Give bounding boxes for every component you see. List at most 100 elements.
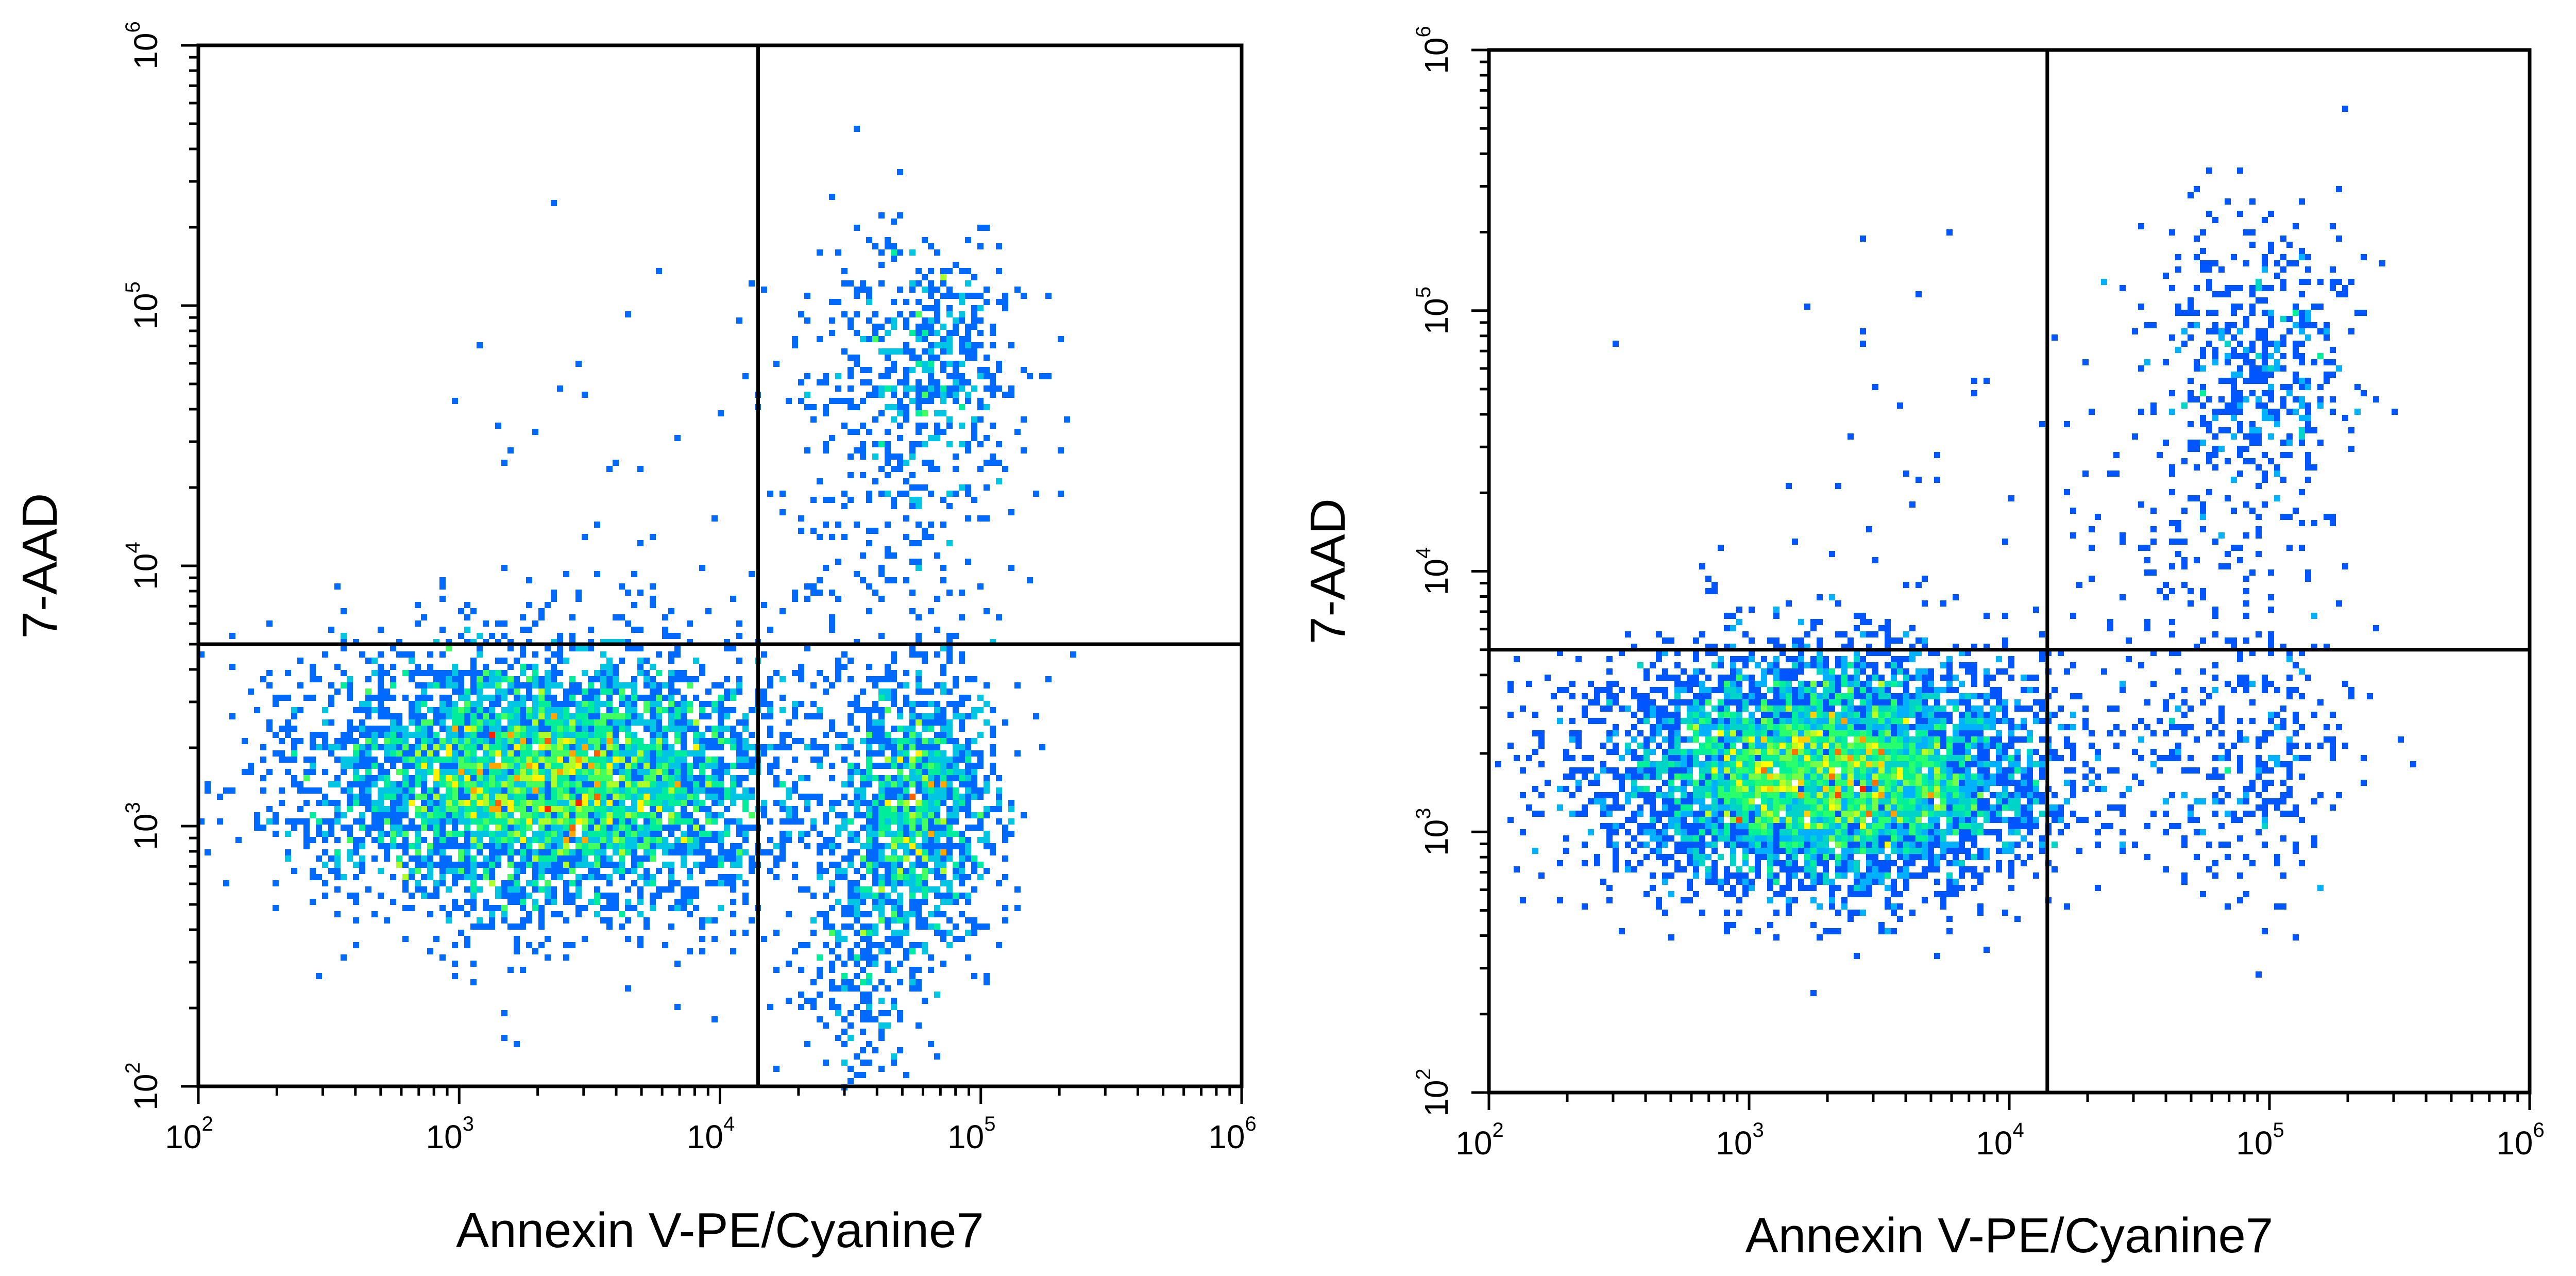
- event-dot: [551, 670, 557, 676]
- event-dot: [452, 800, 458, 806]
- event-dot: [693, 750, 699, 757]
- event-dot: [773, 800, 779, 806]
- event-dot: [934, 744, 940, 750]
- event-dot: [903, 757, 909, 763]
- event-dot: [297, 787, 303, 794]
- event-dot: [563, 893, 569, 899]
- event-dot: [804, 843, 810, 849]
- event-dot: [2262, 681, 2268, 687]
- event-dot: [501, 911, 507, 917]
- event-dot: [273, 831, 279, 837]
- event-dot: [1798, 637, 1804, 644]
- event-dot: [909, 818, 916, 825]
- event-dot: [378, 787, 384, 794]
- event-dot: [532, 781, 538, 787]
- event-dot: [2138, 409, 2144, 415]
- event-dot: [353, 899, 359, 905]
- event-dot: [934, 825, 940, 831]
- event-dot: [464, 818, 470, 825]
- event-dot: [297, 806, 303, 812]
- event-dot: [946, 348, 953, 355]
- event-dot: [946, 373, 953, 379]
- event-dot: [823, 441, 829, 447]
- event-dot: [637, 738, 643, 744]
- event-dot: [829, 1004, 835, 1010]
- event-dot: [829, 534, 835, 540]
- event-dot: [1885, 687, 1891, 693]
- event-dot: [464, 602, 470, 608]
- event-dot: [582, 645, 588, 651]
- event-dot: [507, 818, 514, 825]
- event-dot: [514, 924, 520, 930]
- event-dot: [977, 404, 984, 410]
- event-dot: [854, 954, 860, 961]
- event-dot: [749, 571, 755, 577]
- event-dot: [878, 571, 885, 577]
- event-dot: [501, 1010, 507, 1016]
- event-dot: [934, 596, 940, 602]
- event-dot: [786, 744, 792, 750]
- event-dot: [916, 441, 922, 447]
- event-dot: [347, 732, 353, 738]
- event-dot: [273, 812, 279, 818]
- event-dot: [606, 738, 613, 744]
- event-dot: [303, 825, 310, 831]
- event-dot: [464, 812, 470, 818]
- event-dot: [600, 831, 606, 837]
- event-dot: [532, 763, 538, 769]
- event-dot: [823, 868, 829, 874]
- event-dot: [390, 781, 396, 787]
- event-dot: [538, 713, 545, 719]
- event-dot: [1656, 675, 1662, 681]
- event-dot: [606, 744, 613, 750]
- event-dot: [415, 855, 421, 862]
- event-dot: [631, 781, 637, 787]
- event-dot: [2280, 353, 2286, 359]
- event-dot: [984, 806, 990, 812]
- event-dot: [687, 948, 693, 954]
- event-dot: [885, 757, 891, 763]
- event-dot: [866, 287, 872, 293]
- event-dot: [409, 670, 415, 676]
- event-dot: [600, 818, 606, 825]
- event-dot: [495, 738, 501, 744]
- event-dot: [854, 961, 860, 967]
- event-dot: [2305, 464, 2311, 471]
- event-dot: [922, 769, 928, 775]
- event-dot: [872, 893, 878, 899]
- event-dot: [711, 515, 718, 522]
- event-dot: [1693, 637, 1699, 644]
- event-dot: [551, 911, 557, 917]
- event-dot: [866, 812, 872, 818]
- event-dot: [545, 800, 551, 806]
- event-dot: [2200, 347, 2206, 353]
- event-dot: [2188, 600, 2194, 607]
- event-dot: [2305, 409, 2311, 415]
- event-dot: [860, 1010, 866, 1016]
- event-dot: [681, 769, 687, 775]
- event-dot: [520, 664, 526, 670]
- event-dot: [439, 627, 446, 633]
- event-dot: [297, 682, 303, 689]
- event-dot: [532, 757, 538, 763]
- event-dot: [860, 787, 866, 794]
- event-dot: [489, 744, 495, 750]
- event-dot: [959, 744, 965, 750]
- event-dot: [2218, 532, 2225, 539]
- event-dot: [946, 385, 953, 392]
- event-dot: [606, 837, 613, 843]
- event-dot: [773, 763, 779, 769]
- event-dot: [1946, 675, 1953, 681]
- event-dot: [569, 726, 575, 732]
- event-dot: [421, 893, 427, 899]
- axis-ticks: [181, 44, 1243, 1104]
- event-dot: [934, 818, 940, 825]
- event-dot: [848, 948, 854, 954]
- event-dot: [489, 787, 495, 794]
- event-dot: [495, 701, 501, 707]
- event-dot: [613, 707, 619, 713]
- event-dot: [545, 837, 551, 843]
- event-dot: [872, 862, 878, 868]
- event-dot: [940, 664, 946, 670]
- event-dot: [378, 689, 384, 695]
